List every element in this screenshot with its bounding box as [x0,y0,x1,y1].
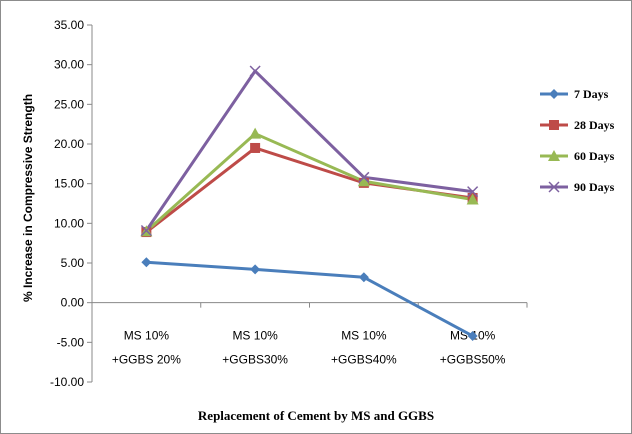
series-lines [145,69,474,338]
x-category-label: +GGBS40% [331,353,397,367]
data-point-60-days [249,127,262,139]
data-point-90-days [249,65,261,77]
series-line-60-days [145,132,473,233]
y-tick-label: 35.00 [54,18,84,32]
legend: 7 Days 28 Days 60 Days 90 Days [540,87,615,194]
x-category-labels: MS 10% +GGBS 20% MS 10% +GGBS30% MS 10% +GGBS… [112,329,506,367]
x-category-label: MS 10% [232,329,278,343]
y-tick-label: -5.00 [57,335,85,349]
data-point-90-days [358,171,370,183]
legend-label-28-days: 28 Days [574,118,615,132]
legend-marker-28-days [549,120,559,130]
data-point-7-days [358,272,369,283]
y-tick-label: 15.00 [54,177,84,191]
y-tick-label: 20.00 [54,137,84,151]
legend-marker-7-days [549,89,559,99]
data-point-90-days [467,186,479,198]
y-tick-label: 5.00 [61,256,85,270]
x-category-label: +GGBS30% [222,353,288,367]
legend-marker-90-days [548,181,560,193]
x-marker-stroke [249,65,261,77]
axes [87,24,528,383]
y-tick-label: 30.00 [54,58,84,72]
data-point-90-days [140,224,152,237]
y-axis-label: % Increase in Compressive Strength [21,94,35,302]
x-marker-stroke [140,224,152,237]
x-marker-stroke [358,171,370,183]
data-point-7-days [250,264,261,275]
legend-label-60-days: 60 Days [574,149,615,163]
x-category-label: MS 10% [124,329,170,343]
legend-label-90-days: 90 Days [574,180,615,194]
series-line-7-days [146,260,474,338]
y-tick-label: -10.00 [50,375,84,389]
series-line-90-days [145,69,473,232]
x-marker-stroke [548,181,560,193]
data-point-28-days [250,142,261,153]
y-tick-label: 25.00 [54,97,84,111]
y-tick-label: 0.00 [61,296,85,310]
data-point-7-days [467,330,478,341]
x-axis-label: Replacement of Cement by MS and GGBS [198,408,434,423]
x-marker-stroke [467,186,479,198]
legend-marker-60-days [548,150,560,161]
x-category-label: +GGBS 20% [112,353,181,367]
data-point-60-days [357,175,370,187]
y-tick-label: 10.00 [54,216,84,230]
data-point-60-days [466,193,479,205]
y-tick-labels: 35.00 30.00 25.00 20.00 15.00 10.00 5.00 0.00 -5… [50,18,84,389]
series-markers [140,65,479,341]
x-category-label: +GGBS50% [440,353,506,367]
data-point-7-days [141,257,152,268]
legend-label-7-days: 7 Days [574,87,609,101]
x-category-label: MS 10% [341,329,387,343]
